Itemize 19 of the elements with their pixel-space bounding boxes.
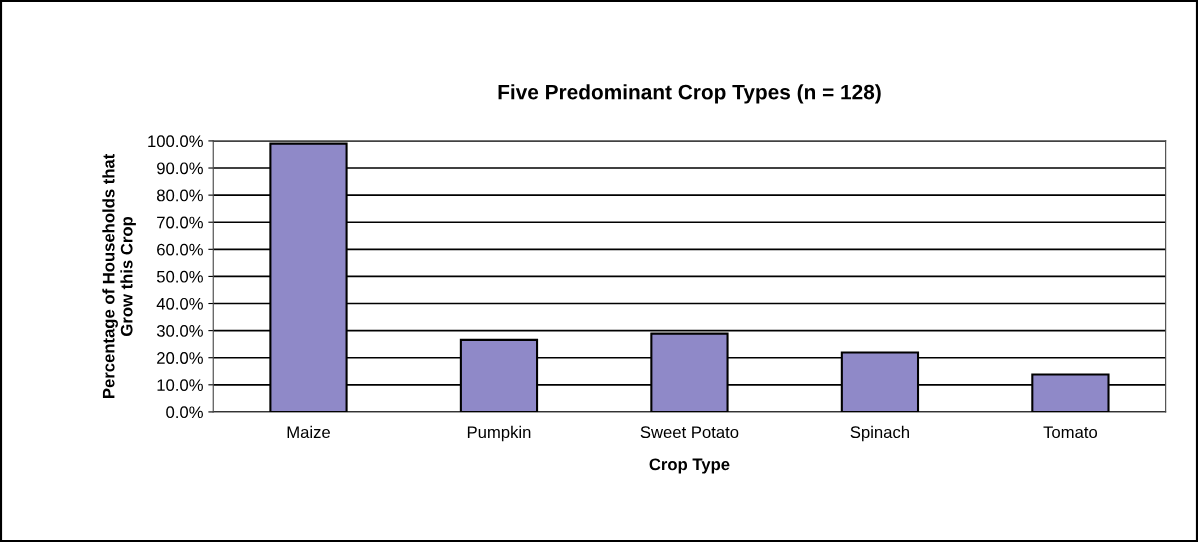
- y-tick-label: 50.0%: [156, 270, 203, 283]
- x-tick-label: Spinach: [850, 425, 909, 442]
- y-axis-title: Percentage of Households that Grow this Crop: [102, 153, 136, 398]
- chart-title: Five Predominant Crop Types (n = 128): [498, 84, 881, 104]
- x-tick-label: Tomato: [1043, 426, 1098, 439]
- y-tick-label: 0.0%: [166, 406, 203, 419]
- x-tick-label: Pumpkin: [467, 425, 531, 442]
- x-tick-label: Sweet Potato: [640, 426, 739, 439]
- x-tick-label: Maize: [287, 425, 330, 439]
- y-tick-label: 90.0%: [157, 162, 203, 175]
- y-tick-label: 20.0%: [157, 352, 203, 364]
- y-tick-label: 100.0%: [148, 135, 203, 148]
- y-tick-label: 30.0%: [156, 325, 203, 337]
- y-tick-label: 60.0%: [157, 243, 203, 256]
- x-axis-title: Crop Type: [649, 458, 730, 474]
- y-tick-label: 70.0%: [157, 216, 203, 229]
- y-tick-label: 10.0%: [157, 379, 203, 392]
- y-tick-label: 80.0%: [156, 189, 203, 202]
- y-tick-label: 40.0%: [156, 297, 203, 310]
